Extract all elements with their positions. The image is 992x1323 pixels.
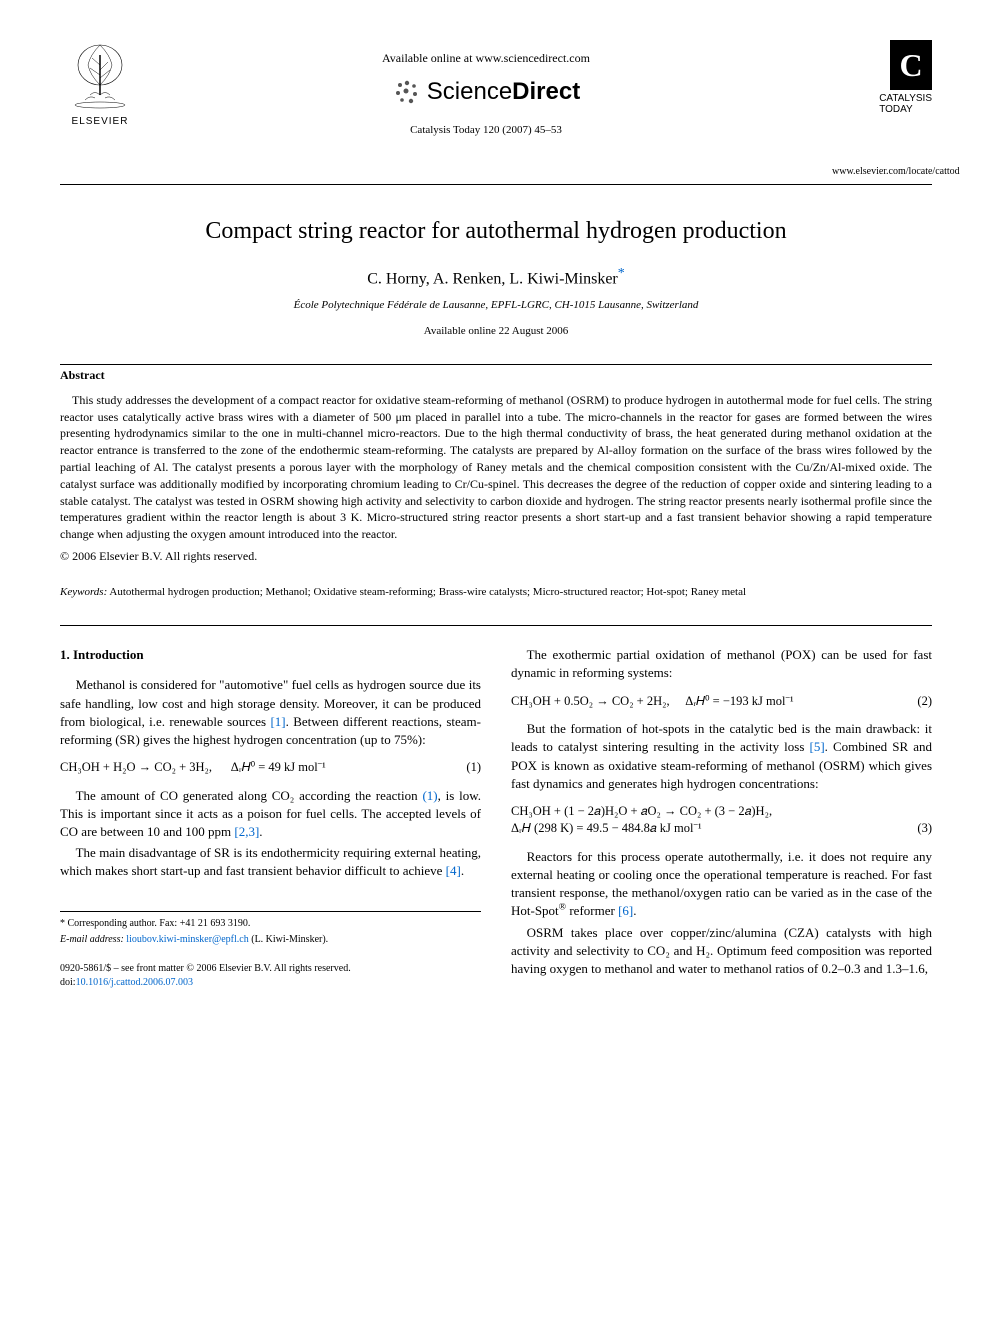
- footnote-section: * Corresponding author. Fax: +41 21 693 …: [60, 911, 481, 947]
- abstract-section: Abstract This study addresses the develo…: [60, 367, 932, 565]
- intro-p2-a: The amount of CO generated along CO₂ acc…: [76, 788, 423, 803]
- elsevier-logo: ELSEVIER: [60, 40, 140, 129]
- eq2-lhs: CH₃OH + 0.5O₂ → CO₂ + 2H₂,: [511, 694, 670, 708]
- sciencedirect-dots-icon: [392, 77, 422, 107]
- eq1-number: (1): [466, 759, 481, 777]
- body-columns: 1. Introduction Methanol is considered f…: [60, 646, 932, 989]
- ref-link-1[interactable]: [1]: [270, 714, 285, 729]
- abstract-top-rule: [60, 364, 932, 365]
- left-column: 1. Introduction Methanol is considered f…: [60, 646, 481, 989]
- corresponding-star-icon: *: [618, 266, 625, 281]
- keywords-label: Keywords:: [60, 586, 107, 598]
- journal-logo-block: C CATALYSIS TODAY www.elsevier.com/locat…: [832, 40, 932, 179]
- registered-mark: ®: [559, 902, 566, 913]
- catalysis-c-icon: C: [890, 40, 932, 90]
- authors-names: C. Horny, A. Renken, L. Kiwi-Minsker: [367, 270, 618, 287]
- ref-link-6[interactable]: [6]: [618, 903, 633, 918]
- email-label: E-mail address:: [60, 934, 124, 945]
- affiliation: École Polytechnique Fédérale de Lausanne…: [60, 298, 932, 313]
- eq2-rhs: Δᵣ𝐻⁰ = −193 kJ mol⁻¹: [685, 694, 793, 708]
- issn-line: 0920-5861/$ – see front matter © 2006 El…: [60, 962, 481, 976]
- catalysis-label-2: TODAY: [879, 104, 932, 115]
- authors-line: C. Horny, A. Renken, L. Kiwi-Minsker*: [60, 264, 932, 291]
- intro-p3-b: .: [461, 863, 464, 878]
- doi-link[interactable]: 10.1016/j.cattod.2006.07.003: [76, 977, 194, 988]
- available-date: Available online 22 August 2006: [60, 324, 932, 339]
- corresponding-footnote: * Corresponding author. Fax: +41 21 693 …: [60, 917, 481, 931]
- journal-reference: Catalysis Today 120 (2007) 45–53: [140, 123, 832, 138]
- doi-label: doi:: [60, 977, 76, 988]
- email-link[interactable]: lioubov.kiwi-minsker@epfl.ch: [124, 934, 249, 945]
- abstract-heading: Abstract: [60, 367, 932, 384]
- catalysis-label-1: CATALYSIS: [879, 93, 932, 104]
- intro-p3: The main disadvantage of SR is its endot…: [60, 844, 481, 880]
- abstract-text: This study addresses the development of …: [60, 392, 932, 543]
- email-suffix: (L. Kiwi-Minsker).: [249, 934, 328, 945]
- col2-p1: The exothermic partial oxidation of meth…: [511, 646, 932, 682]
- sd-science-text: Science: [427, 78, 512, 105]
- eq3-line2: Δᵣ𝐻 (298 K) = 49.5 − 484.8𝑎 kJ mol⁻¹: [511, 820, 702, 838]
- sciencedirect-logo: ScienceDirect: [140, 75, 832, 109]
- page-header: ELSEVIER Available online at www.science…: [60, 40, 932, 179]
- equation-2: CH₃OH + 0.5O₂ → CO₂ + 2H₂, Δᵣ𝐻⁰ = −193 k…: [511, 693, 932, 711]
- doi-line: doi:10.1016/j.cattod.2006.07.003: [60, 976, 481, 990]
- email-footnote: E-mail address: lioubov.kiwi-minsker@epf…: [60, 933, 481, 947]
- equation-1: CH₃OH + H₂O → CO₂ + 3H₂, Δᵣ𝐻⁰ = 49 kJ mo…: [60, 759, 481, 777]
- intro-p2-c: .: [259, 824, 262, 839]
- col2-p2: But the formation of hot-spots in the ca…: [511, 720, 932, 793]
- intro-p1: Methanol is considered for "automotive" …: [60, 676, 481, 749]
- col2-p4: OSRM takes place over copper/zinc/alumin…: [511, 924, 932, 979]
- right-column: The exothermic partial oxidation of meth…: [511, 646, 932, 989]
- eq3-number: (3): [917, 820, 932, 838]
- intro-p3-a: The main disadvantage of SR is its endot…: [60, 845, 481, 878]
- eq2-number: (2): [917, 693, 932, 711]
- sd-direct-text: Direct: [512, 78, 580, 105]
- keywords-text: Autothermal hydrogen production; Methano…: [107, 586, 746, 598]
- eq1-rhs: Δᵣ𝐻⁰ = 49 kJ mol⁻¹: [231, 760, 326, 774]
- elsevier-label: ELSEVIER: [60, 115, 140, 129]
- eq-ref-1[interactable]: (1): [422, 788, 437, 803]
- col2-p3-b: reformer: [566, 903, 618, 918]
- keywords-line: Keywords: Autothermal hydrogen productio…: [60, 585, 932, 600]
- col2-p3: Reactors for this process operate autoth…: [511, 848, 932, 921]
- ref-link-4[interactable]: [4]: [446, 863, 461, 878]
- eq1-lhs: CH₃OH + H₂O → CO₂ + 3H₂,: [60, 760, 212, 774]
- available-online-text: Available online at www.sciencedirect.co…: [140, 50, 832, 67]
- footer-info: 0920-5861/$ – see front matter © 2006 El…: [60, 962, 481, 990]
- intro-p2: The amount of CO generated along CO₂ acc…: [60, 787, 481, 842]
- abstract-copyright: © 2006 Elsevier B.V. All rights reserved…: [60, 548, 932, 565]
- keywords-rule: [60, 625, 932, 626]
- header-rule: [60, 184, 932, 185]
- article-title: Compact string reactor for autothermal h…: [60, 215, 932, 249]
- ref-link-23[interactable]: [2,3]: [234, 824, 259, 839]
- journal-url: www.elsevier.com/locate/cattod: [832, 165, 932, 179]
- equation-3: CH₃OH + (1 − 2𝑎)H₂O + 𝑎O₂ → CO₂ + (3 − 2…: [511, 803, 932, 838]
- elsevier-tree-icon: [70, 40, 130, 110]
- ref-link-5[interactable]: [5]: [809, 739, 824, 754]
- col2-p3-c: .: [633, 903, 636, 918]
- section-1-heading: 1. Introduction: [60, 646, 481, 664]
- eq3-line1: CH₃OH + (1 − 2𝑎)H₂O + 𝑎O₂ → CO₂ + (3 − 2…: [511, 803, 932, 821]
- center-header: Available online at www.sciencedirect.co…: [140, 40, 832, 139]
